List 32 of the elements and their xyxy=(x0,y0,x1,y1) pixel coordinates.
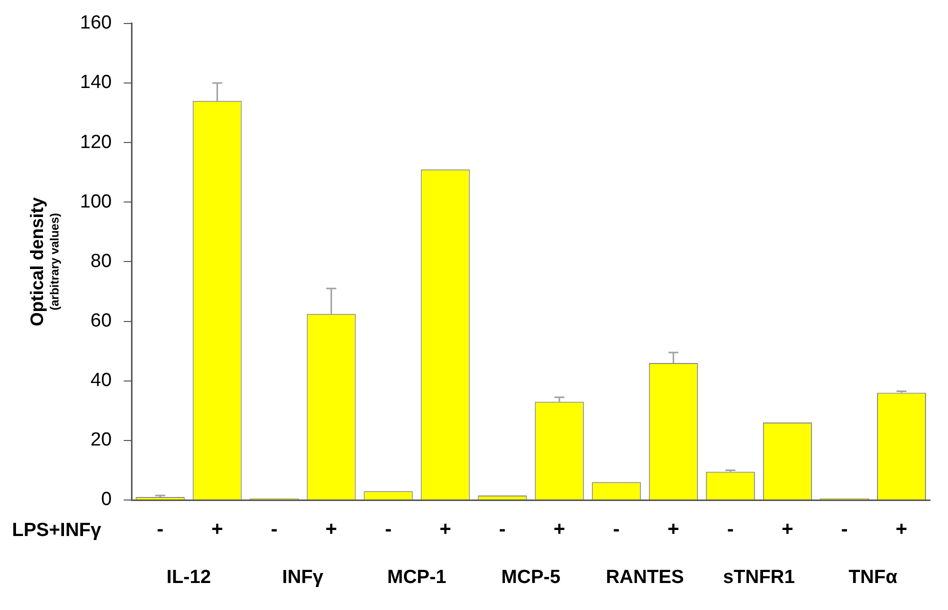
x-tick-label: + xyxy=(782,518,794,541)
x-tick-label: + xyxy=(211,518,224,541)
x-tick-label: + xyxy=(439,518,452,541)
y-tick-label: 40 xyxy=(90,370,112,392)
text: MCP-5 xyxy=(501,567,561,588)
text: RANTES xyxy=(606,567,684,588)
text: MCP-1 xyxy=(387,567,447,588)
y-tick-label: 140 xyxy=(80,72,112,94)
y-axis-title: Optical density (arbitrary values) xyxy=(26,197,62,326)
y-tick-label: 0 xyxy=(101,489,112,510)
x-tick-label: - xyxy=(841,518,848,541)
x-tick-label: - xyxy=(270,518,278,541)
x-tick-label: + xyxy=(325,518,338,541)
x-tick-label: + xyxy=(554,518,566,541)
text: TNFα xyxy=(848,567,898,588)
text: IL-12 xyxy=(166,567,211,588)
y-tick-label: 100 xyxy=(80,191,112,212)
y-tick-label: 20 xyxy=(90,430,112,451)
text: INFγ xyxy=(282,567,324,588)
text: LPS+INFγ xyxy=(12,520,102,542)
x-tick-label: - xyxy=(613,518,620,541)
y-tick-label: 120 xyxy=(80,132,112,153)
y-tick-label: 60 xyxy=(90,310,112,332)
x-tick-label: - xyxy=(156,518,164,541)
x-tick-label: - xyxy=(727,518,734,541)
x-tick-label: - xyxy=(384,518,392,541)
y-tick-label: 80 xyxy=(90,250,112,272)
x-tick-label: + xyxy=(896,518,908,541)
x-tick-label: - xyxy=(499,518,506,541)
text: sTNFR1 xyxy=(723,567,796,588)
y-tick-label: 160 xyxy=(80,12,112,34)
x-tick-label: + xyxy=(668,518,680,541)
